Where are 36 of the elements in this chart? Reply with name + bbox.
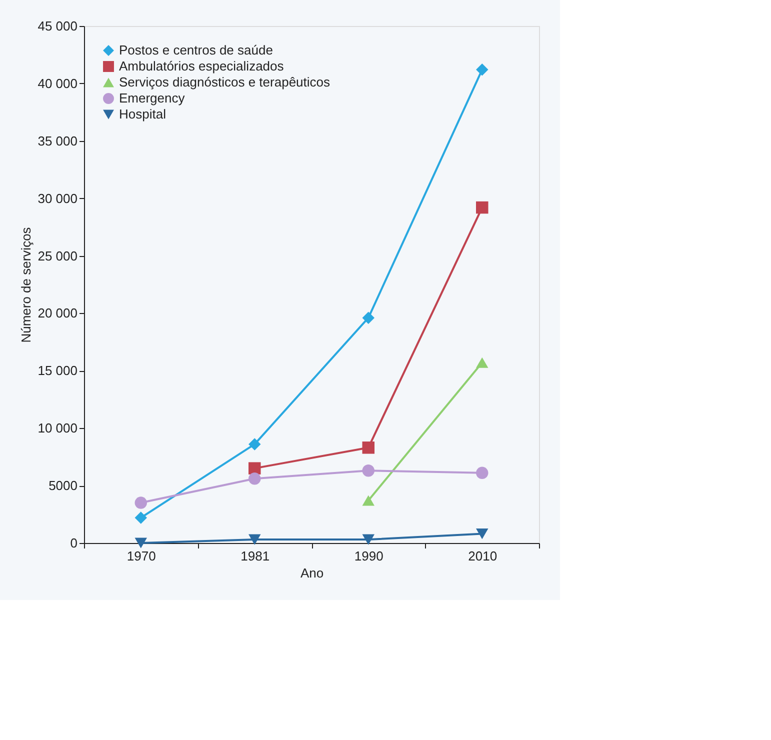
x-tick-label: 1990 <box>354 548 384 564</box>
legend-label: Serviços diagnósticos e terapêuticos <box>119 74 330 90</box>
point <box>248 462 261 474</box>
point <box>134 538 147 548</box>
y-tick-label: 35 000 <box>38 133 78 148</box>
y-axis-title: Número de serviços <box>18 226 34 343</box>
point <box>362 312 374 324</box>
x-tick-label: 1981 <box>240 548 270 564</box>
y-tick-label: 30 000 <box>38 190 78 206</box>
legend-label: Postos e centros de saúde <box>119 42 273 58</box>
point <box>248 472 261 485</box>
x-axis-title: Ano <box>300 566 324 580</box>
point <box>248 534 261 545</box>
y-tick-label: 20 000 <box>38 306 78 321</box>
point <box>248 438 261 450</box>
x-tick-label: 2010 <box>468 548 498 564</box>
point <box>476 466 488 480</box>
point <box>362 442 374 454</box>
point <box>476 528 488 540</box>
y-tick-label: 0 <box>70 536 78 550</box>
y-tick-label: 5000 <box>48 478 78 494</box>
point <box>134 512 147 524</box>
point <box>362 534 374 545</box>
y-tick-label: 10 000 <box>38 420 78 436</box>
legend-label: Hospital <box>119 106 166 122</box>
y-tick-label: 45 000 <box>38 18 78 34</box>
point <box>476 201 488 214</box>
legend-label: Ambulatórios especializados <box>119 58 284 74</box>
x-tick-label: 1970 <box>126 548 156 564</box>
legend-label: Emergency <box>119 90 186 106</box>
y-tick-label: 40 000 <box>38 76 78 91</box>
point <box>134 496 147 509</box>
y-tick-label: 25 000 <box>38 248 78 264</box>
y-tick-label: 15 000 <box>38 363 78 378</box>
point <box>476 64 488 76</box>
point <box>362 464 374 477</box>
